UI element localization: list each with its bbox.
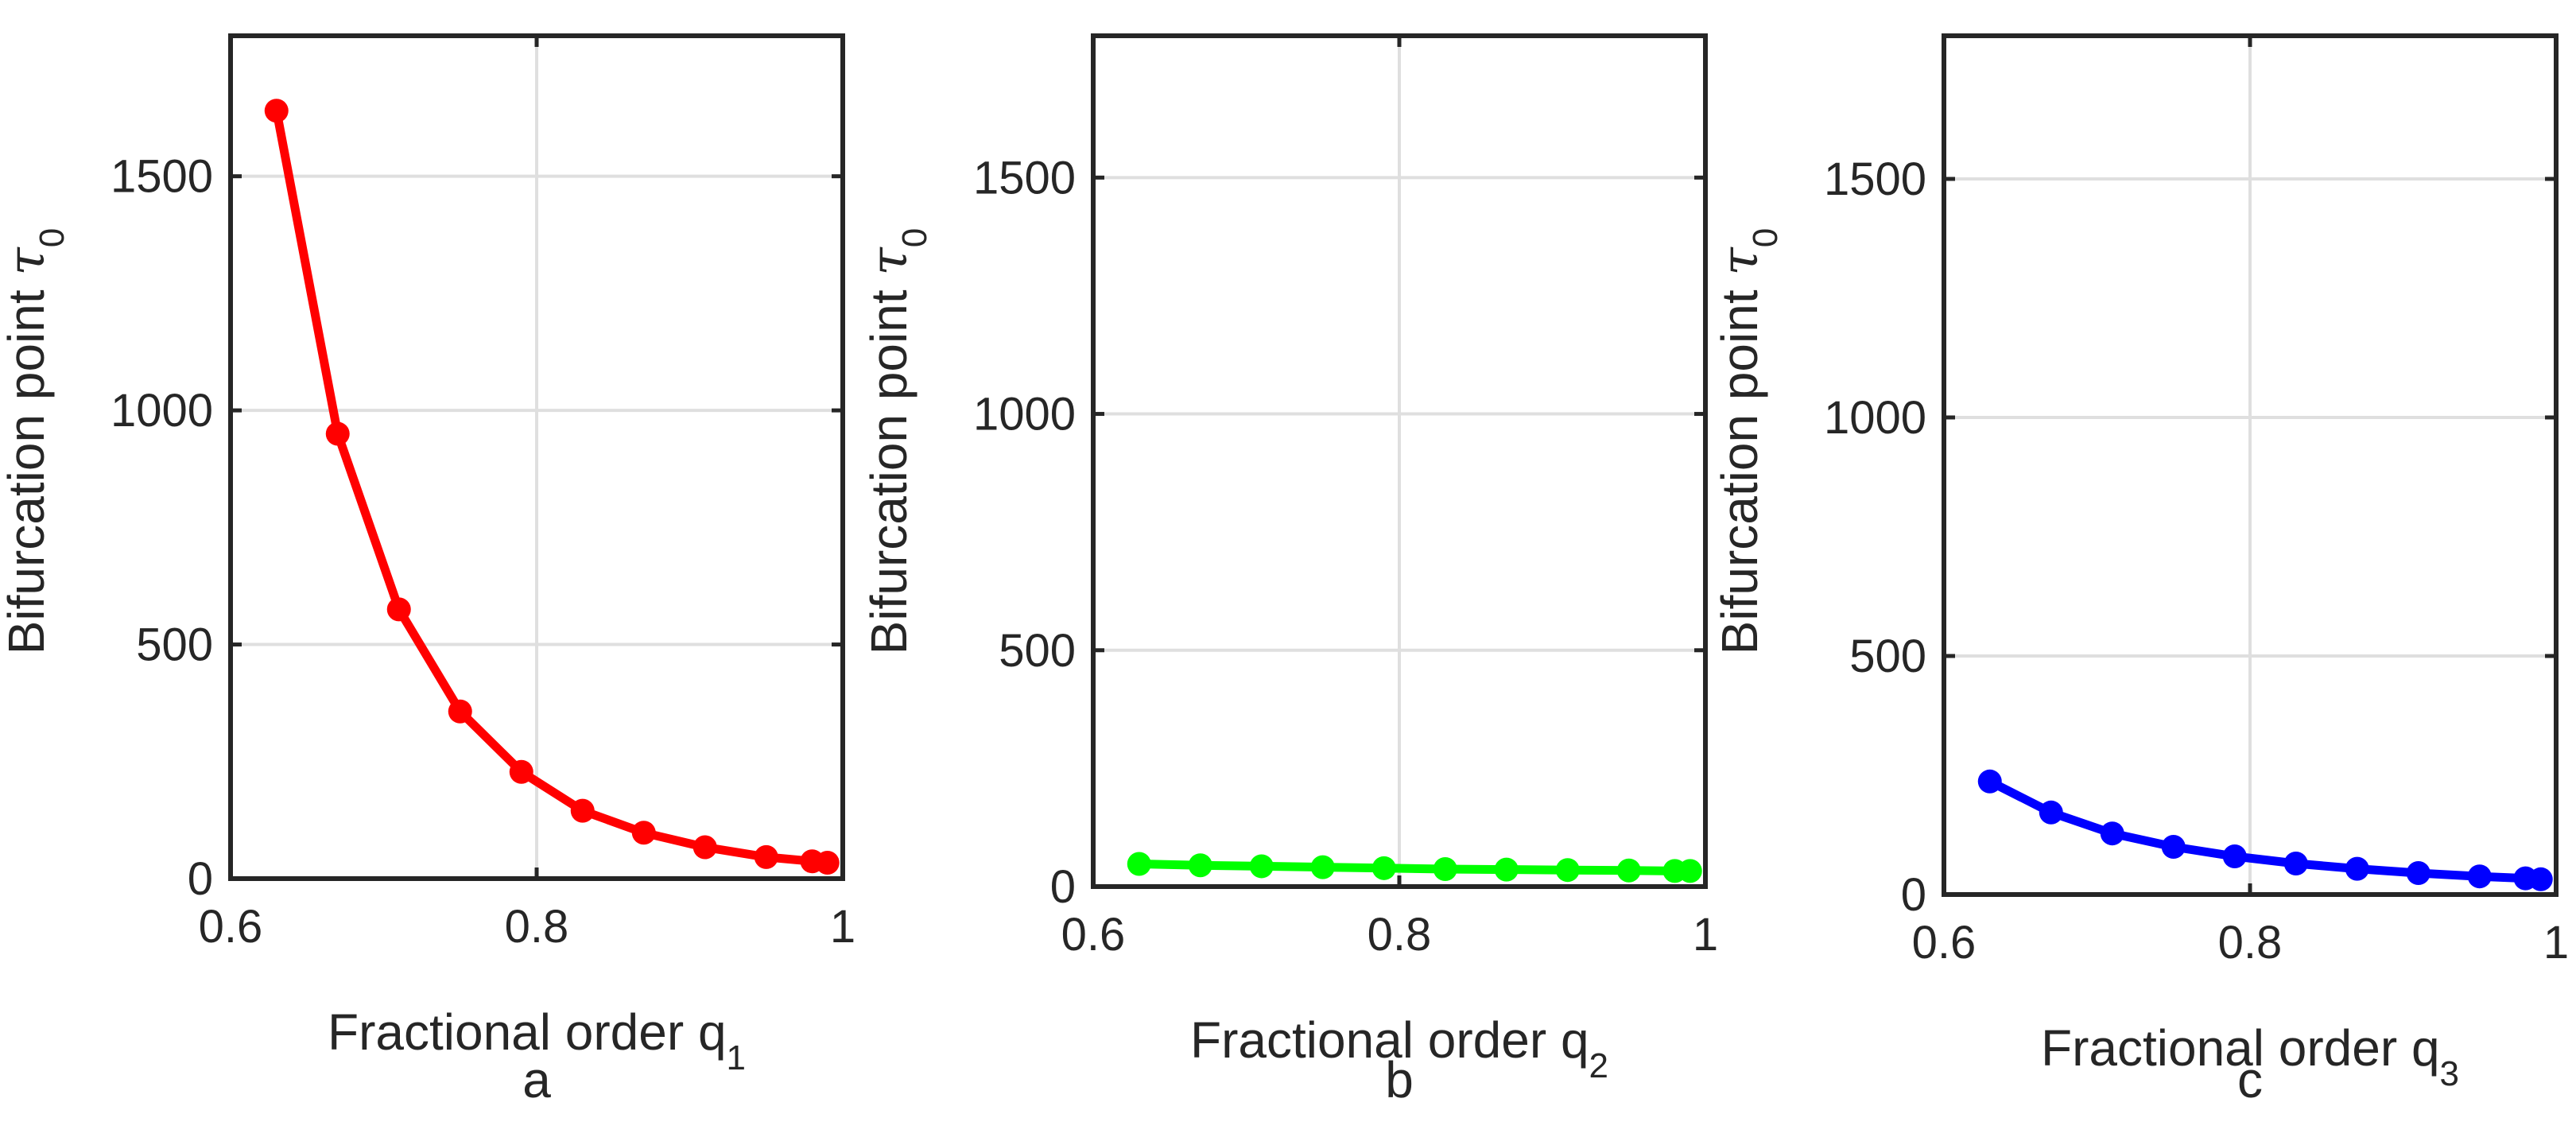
data-point xyxy=(1188,853,1212,878)
data-point xyxy=(2283,852,2308,875)
y-axis-label-main: Bifurcation point xyxy=(1711,276,1768,655)
y-tick-label: 1000 xyxy=(1824,392,1926,444)
y-tick-label: 500 xyxy=(136,619,213,671)
y-tick-label: 0 xyxy=(1901,869,1926,921)
panel-letter: c xyxy=(2237,1051,2263,1108)
y-axis-label-subscript: 0 xyxy=(33,228,72,247)
data-point xyxy=(570,798,595,823)
x-tick-label: 1 xyxy=(830,901,855,953)
data-point xyxy=(509,759,533,784)
data-point xyxy=(2528,867,2553,891)
y-axis-label-symbol: τ xyxy=(1711,246,1770,276)
data-point xyxy=(448,699,472,724)
data-point xyxy=(325,421,350,446)
x-axis-label: Fractional order q1 xyxy=(328,1003,746,1077)
y-axis-label-subscript: 0 xyxy=(895,228,934,247)
x-axis-label-subscript: 2 xyxy=(1589,1046,1608,1085)
x-tick-label: 0.8 xyxy=(505,901,569,953)
x-tick-label: 0.6 xyxy=(1912,917,1977,968)
data-point xyxy=(1127,852,1151,876)
data-point xyxy=(2345,856,2369,881)
y-tick-label: 1500 xyxy=(1824,153,1926,205)
data-point xyxy=(692,835,717,860)
data-point xyxy=(2222,844,2247,868)
y-tick-label: 1500 xyxy=(973,152,1076,204)
y-axis-label-main: Bifurcation point xyxy=(0,276,55,655)
panel-letter: b xyxy=(1385,1051,1414,1108)
data-point xyxy=(1249,854,1274,879)
x-tick-label: 0.6 xyxy=(1061,909,1126,961)
y-axis-label: Bifurcation point τ0 xyxy=(1711,228,1785,655)
data-point xyxy=(2039,800,2063,825)
y-tick-label: 500 xyxy=(1849,631,1926,682)
data-point xyxy=(1555,858,1580,883)
y-axis-label-symbol: τ xyxy=(0,246,56,276)
data-point xyxy=(2100,821,2124,846)
x-axis-label-main: Fractional order q xyxy=(328,1003,727,1061)
data-point xyxy=(754,844,778,869)
data-point xyxy=(264,99,289,123)
x-tick-label: 1 xyxy=(2543,917,2569,968)
x-tick-label: 0.8 xyxy=(2218,917,2283,968)
data-point xyxy=(2161,835,2186,859)
y-axis-label-symbol: τ xyxy=(860,246,919,276)
y-axis-label: Bifurcation point τ0 xyxy=(860,228,934,655)
x-axis-label-subscript: 1 xyxy=(727,1038,746,1077)
y-axis-label: Bifurcation point τ0 xyxy=(0,228,72,655)
x-axis-label-main: Fractional order q xyxy=(1190,1011,1589,1069)
y-axis-label-main: Bifurcation point xyxy=(860,276,918,655)
data-point xyxy=(1678,859,1702,883)
data-point xyxy=(2406,861,2431,885)
y-tick-label: 0 xyxy=(188,853,213,905)
data-point xyxy=(2467,864,2492,889)
x-tick-label: 0.6 xyxy=(199,901,263,953)
x-tick-label: 0.8 xyxy=(1368,909,1432,961)
y-tick-label: 1000 xyxy=(111,385,213,437)
x-axis-label: Fractional order q3 xyxy=(2041,1019,2459,1093)
y-axis-label-subscript: 0 xyxy=(1746,228,1785,247)
x-axis-label-main: Fractional order q xyxy=(2041,1019,2440,1077)
x-axis-label: Fractional order q2 xyxy=(1190,1011,1608,1085)
data-point xyxy=(1433,857,1457,882)
x-tick-label: 1 xyxy=(1693,909,1718,961)
x-axis-label-subscript: 3 xyxy=(2440,1054,2459,1093)
y-tick-label: 1000 xyxy=(973,389,1076,441)
data-point xyxy=(1977,769,2002,794)
data-point xyxy=(1371,856,1396,880)
data-point xyxy=(815,850,840,875)
data-point xyxy=(1616,858,1641,883)
data-point xyxy=(631,821,656,845)
y-tick-label: 0 xyxy=(1050,861,1076,913)
data-point xyxy=(1310,855,1335,879)
data-point xyxy=(1494,857,1519,882)
panel-letter: a xyxy=(522,1051,551,1108)
y-tick-label: 500 xyxy=(999,625,1076,677)
chart-panel-b: 0.6 0.8 1 0 500 1000 1500 Fractional order q2 Bi… xyxy=(860,33,1718,1108)
chart-panel-c: 0.6 0.8 1 0 500 1000 1500 Fractional order q3 Bi… xyxy=(1711,33,2569,1108)
data-point xyxy=(386,597,411,622)
y-tick-label: 1500 xyxy=(111,151,213,203)
